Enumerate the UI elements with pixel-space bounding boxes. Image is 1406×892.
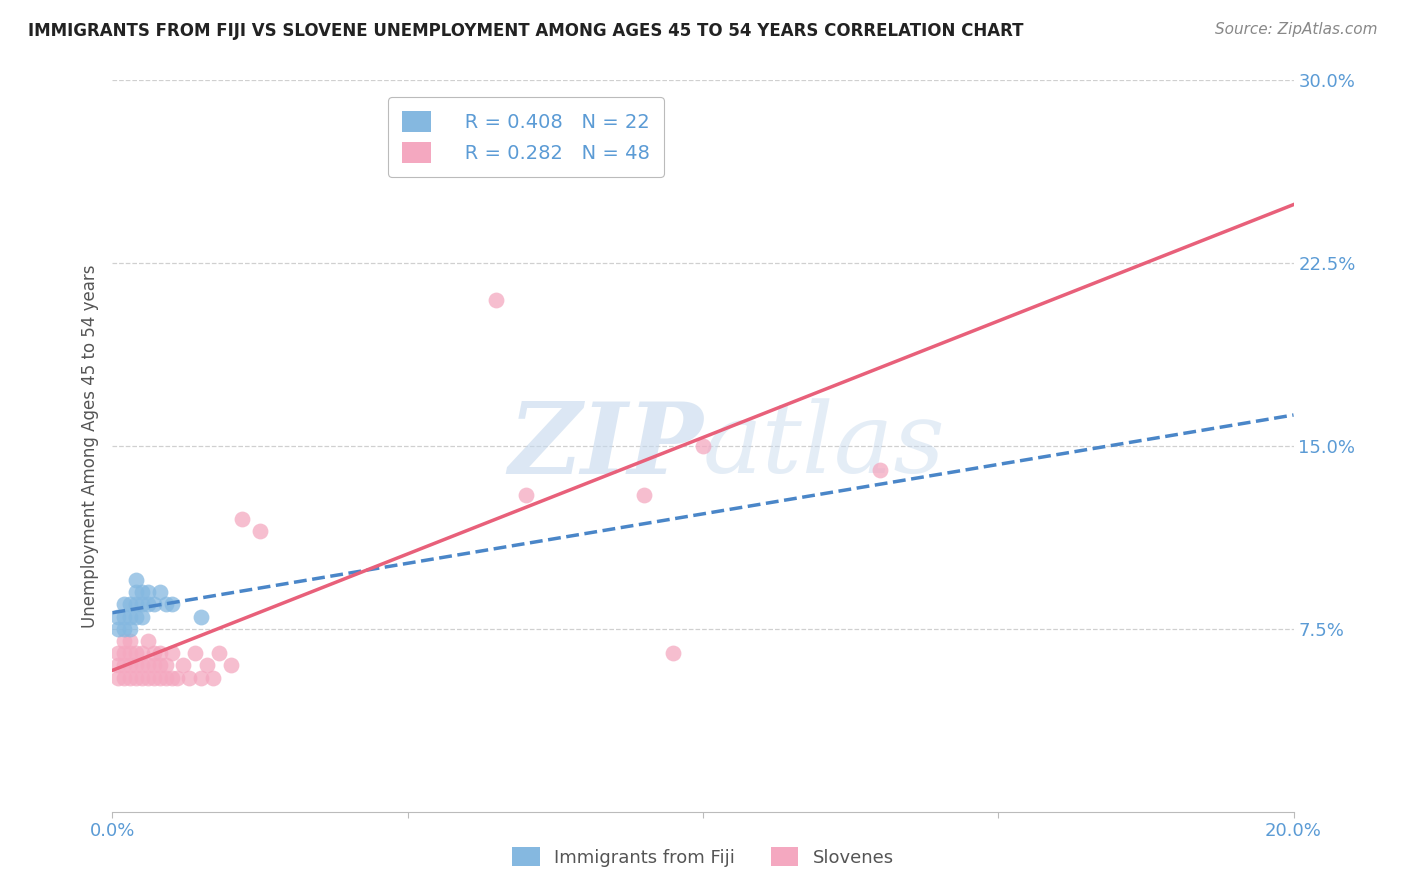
Legend: Immigrants from Fiji, Slovenes: Immigrants from Fiji, Slovenes: [505, 840, 901, 874]
Point: [149, 658, 172, 673]
Point: [120, 658, 142, 673]
Point: [120, 634, 142, 648]
Point: [692, 439, 714, 453]
Point: [107, 646, 129, 660]
Point: [112, 634, 135, 648]
Point: [184, 646, 207, 660]
Point: [190, 671, 212, 685]
Point: [107, 622, 129, 636]
Point: [179, 671, 201, 685]
Point: [160, 646, 183, 660]
Point: [112, 646, 135, 660]
Point: [120, 598, 142, 612]
Point: [112, 598, 135, 612]
Point: [131, 598, 153, 612]
Point: [160, 598, 183, 612]
Point: [125, 671, 148, 685]
Point: [120, 622, 142, 636]
Point: [131, 609, 153, 624]
Point: [131, 658, 153, 673]
Point: [155, 671, 177, 685]
Point: [149, 671, 172, 685]
Point: [208, 646, 231, 660]
Point: [166, 671, 188, 685]
Text: ZIP: ZIP: [508, 398, 703, 494]
Point: [142, 646, 165, 660]
Point: [125, 646, 148, 660]
Point: [142, 598, 165, 612]
Point: [195, 658, 218, 673]
Text: atlas: atlas: [703, 399, 946, 493]
Point: [142, 658, 165, 673]
Y-axis label: Unemployment Among Ages 45 to 54 years: Unemployment Among Ages 45 to 54 years: [80, 264, 98, 628]
Point: [125, 585, 148, 599]
Point: [125, 598, 148, 612]
Point: [120, 671, 142, 685]
Point: [120, 609, 142, 624]
Point: [125, 658, 148, 673]
Point: [172, 658, 194, 673]
Point: [136, 598, 159, 612]
Point: [107, 658, 129, 673]
Point: [131, 671, 153, 685]
Point: [125, 609, 148, 624]
Point: [456, 134, 478, 148]
Point: [633, 488, 655, 502]
Text: Source: ZipAtlas.com: Source: ZipAtlas.com: [1215, 22, 1378, 37]
Point: [142, 671, 165, 685]
Point: [112, 658, 135, 673]
Point: [662, 646, 685, 660]
Point: [190, 609, 212, 624]
Point: [112, 609, 135, 624]
Point: [515, 488, 537, 502]
Point: [112, 671, 135, 685]
Point: [107, 609, 129, 624]
Point: [155, 598, 177, 612]
Point: [136, 585, 159, 599]
Point: [120, 646, 142, 660]
Point: [219, 658, 242, 673]
Point: [125, 573, 148, 587]
Point: [249, 524, 271, 539]
Point: [485, 293, 508, 307]
Point: [107, 671, 129, 685]
Point: [869, 463, 891, 477]
Point: [131, 585, 153, 599]
Point: [131, 646, 153, 660]
Point: [149, 646, 172, 660]
Point: [136, 658, 159, 673]
Point: [155, 658, 177, 673]
Point: [112, 622, 135, 636]
Legend:    R = 0.408   N = 22,    R = 0.282   N = 48: R = 0.408 N = 22, R = 0.282 N = 48: [388, 97, 664, 177]
Point: [136, 634, 159, 648]
Point: [201, 671, 224, 685]
Point: [136, 671, 159, 685]
Point: [160, 671, 183, 685]
Point: [231, 512, 253, 526]
Text: IMMIGRANTS FROM FIJI VS SLOVENE UNEMPLOYMENT AMONG AGES 45 TO 54 YEARS CORRELATI: IMMIGRANTS FROM FIJI VS SLOVENE UNEMPLOY…: [28, 22, 1024, 40]
Point: [149, 585, 172, 599]
